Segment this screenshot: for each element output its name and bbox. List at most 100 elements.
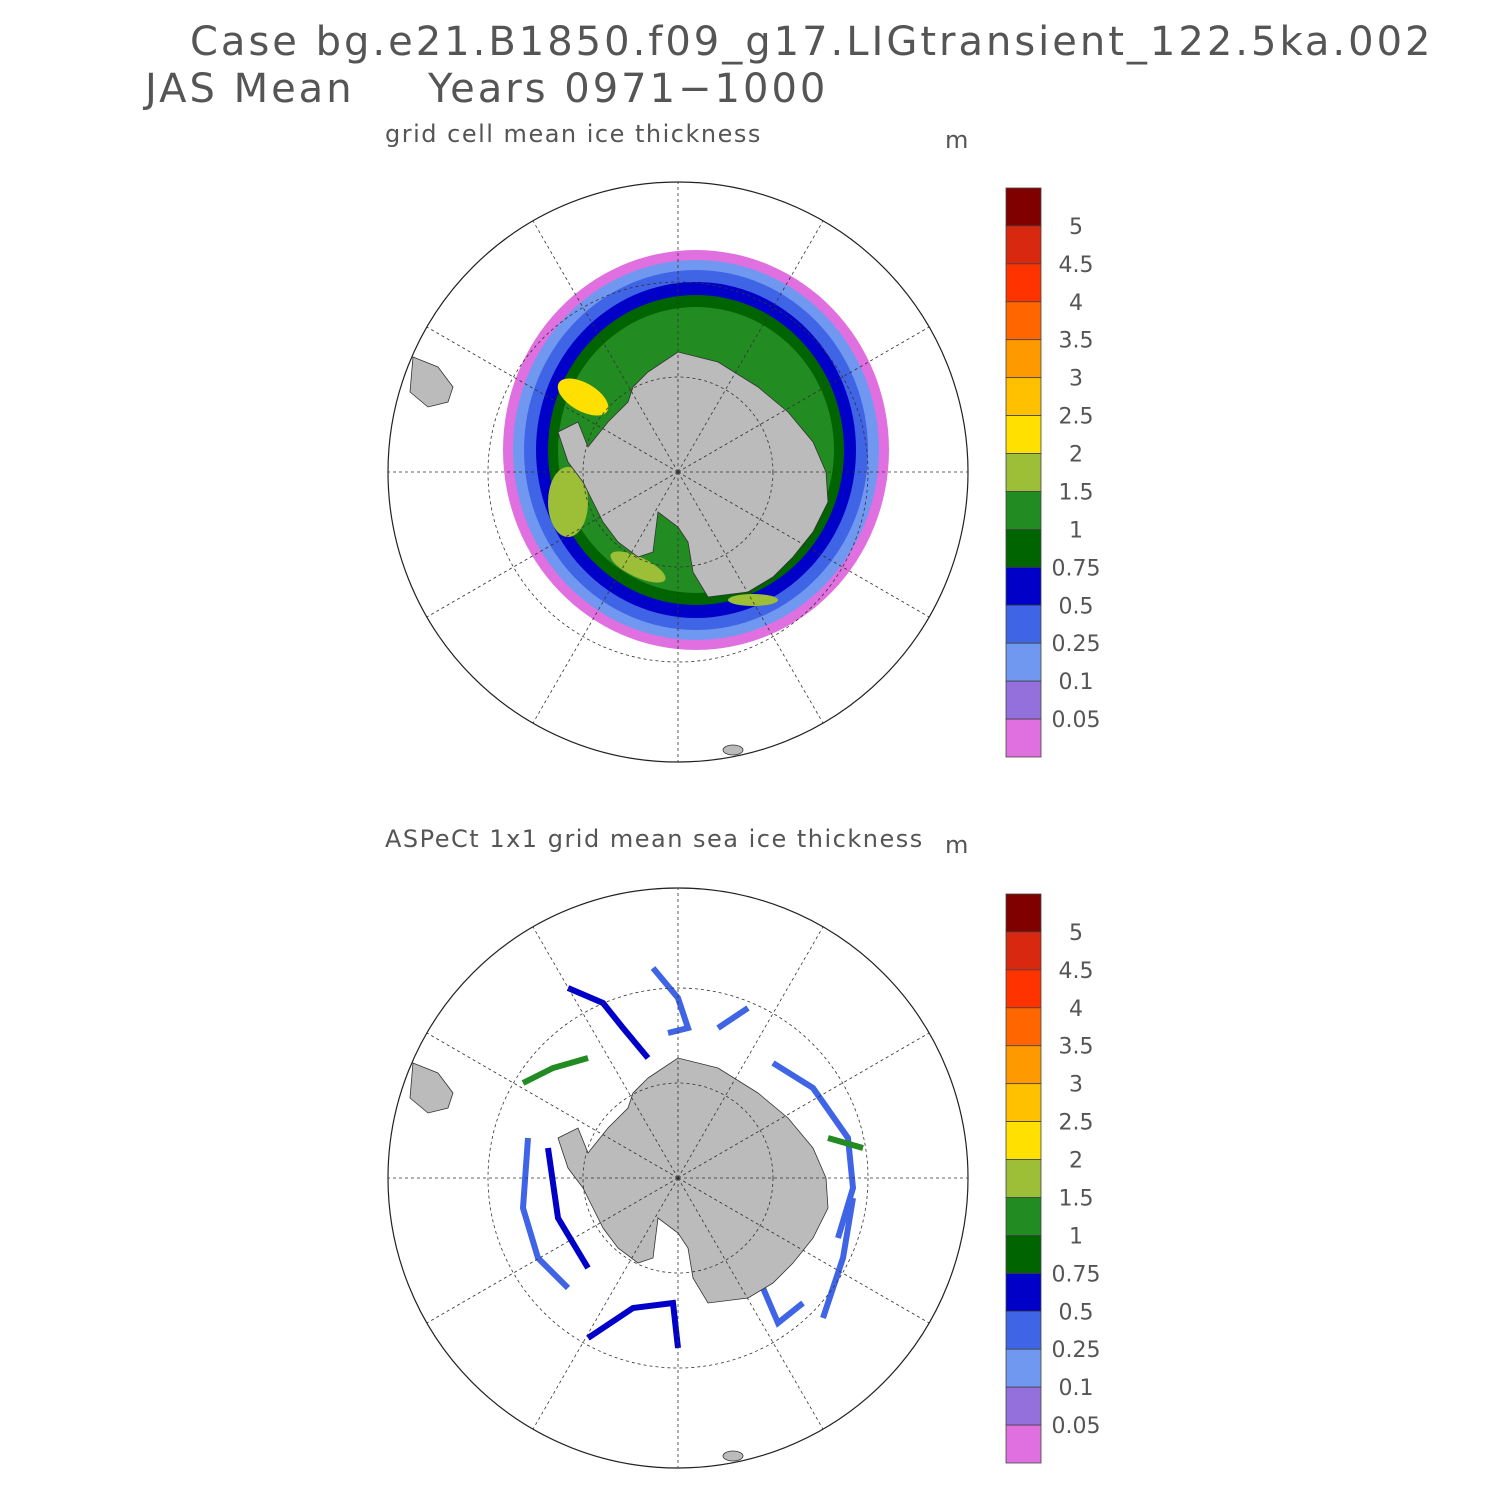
colorbar-box bbox=[1005, 377, 1042, 416]
meridian-line bbox=[426, 1177, 679, 1324]
colorbar-box bbox=[1005, 491, 1042, 530]
colorbar-label: 0.5 bbox=[1059, 594, 1094, 619]
colorbar-label: 1.5 bbox=[1059, 480, 1094, 505]
season-title: JAS Mean bbox=[142, 66, 355, 112]
meridian-line bbox=[677, 326, 930, 473]
colorbar-label: 4.5 bbox=[1059, 253, 1094, 278]
sea-ice-patch bbox=[610, 551, 666, 583]
meridian-line bbox=[426, 1032, 679, 1179]
colorbar-box bbox=[1005, 969, 1042, 1009]
ship-track bbox=[650, 966, 692, 1036]
sea-ice-patch bbox=[728, 594, 778, 606]
ship-track bbox=[827, 1135, 864, 1151]
colorbar-box bbox=[1005, 718, 1042, 758]
colorbar-label: 5 bbox=[1069, 921, 1083, 946]
ship-track bbox=[820, 1197, 856, 1319]
colorbar-box bbox=[1005, 1386, 1042, 1426]
south-america bbox=[409, 356, 454, 408]
colorbar-label: 0.5 bbox=[1059, 1300, 1094, 1325]
ship-track bbox=[566, 985, 651, 1060]
colorbar-label: 1 bbox=[1069, 518, 1083, 543]
ship-track bbox=[519, 1137, 571, 1291]
meridian-line bbox=[532, 926, 679, 1179]
sea-ice-patch bbox=[557, 378, 609, 416]
colorbar-label: 0.25 bbox=[1052, 632, 1101, 657]
colorbar-label: 0.1 bbox=[1059, 670, 1094, 695]
island bbox=[722, 1450, 744, 1462]
colorbar-box bbox=[1005, 301, 1042, 341]
meridian-line bbox=[532, 471, 679, 724]
meridian-line bbox=[532, 1177, 679, 1430]
ship-track bbox=[545, 1147, 591, 1270]
meridian-line bbox=[426, 326, 679, 473]
colorbar-box bbox=[1005, 680, 1042, 720]
meridian-line bbox=[677, 1177, 930, 1324]
colorbar-label: 0.05 bbox=[1052, 708, 1101, 733]
colorbar-box bbox=[1005, 1348, 1042, 1388]
colorbar-label: 0.1 bbox=[1059, 1376, 1094, 1401]
colorbar-box bbox=[1005, 529, 1042, 568]
meridian-line bbox=[677, 1032, 930, 1179]
colorbar-box bbox=[1005, 1310, 1042, 1350]
ship-track bbox=[521, 1055, 589, 1086]
colorbar-label: 3 bbox=[1069, 367, 1083, 392]
colorbar-box bbox=[1005, 1083, 1042, 1122]
colorbar-label: 4 bbox=[1069, 997, 1083, 1022]
sea-ice-patch bbox=[548, 467, 588, 537]
meridian-line bbox=[677, 1177, 824, 1430]
colorbar-label: 3.5 bbox=[1059, 1035, 1094, 1060]
colorbar-label: 4 bbox=[1069, 291, 1083, 316]
colorbar-box bbox=[1005, 893, 1042, 933]
units: m bbox=[945, 831, 970, 859]
colorbar-box bbox=[1005, 1197, 1042, 1236]
colorbar-box bbox=[1005, 1121, 1042, 1160]
latitude-line bbox=[582, 376, 774, 568]
colorbar-box bbox=[1005, 566, 1042, 606]
ship-track bbox=[760, 1286, 805, 1328]
ship-track bbox=[716, 1005, 750, 1031]
colorbar-box bbox=[1005, 604, 1042, 644]
colorbar-box bbox=[1005, 263, 1042, 303]
colorbar-label: 2.5 bbox=[1059, 1111, 1094, 1136]
latitude-line bbox=[487, 987, 869, 1369]
colorbar-label: 3 bbox=[1069, 1073, 1083, 1098]
colorbar-label: 1 bbox=[1069, 1224, 1083, 1249]
map bbox=[387, 181, 969, 763]
colorbar-label: 2 bbox=[1069, 443, 1083, 468]
colorbar-box bbox=[1005, 1424, 1042, 1464]
colorbar-box bbox=[1005, 1272, 1042, 1312]
colorbar-box bbox=[1005, 1159, 1042, 1198]
ship-track bbox=[586, 1299, 681, 1349]
meridian-line bbox=[677, 926, 824, 1179]
panel-title: ASPeCt 1x1 grid mean sea ice thickness bbox=[385, 825, 924, 853]
case-title: Case bg.e21.B1850.f09_g17.LIGtransient_1… bbox=[190, 19, 1433, 65]
colorbar-label: 0.25 bbox=[1052, 1338, 1101, 1363]
meridian-line bbox=[426, 471, 679, 618]
colorbar-label: 4.5 bbox=[1059, 959, 1094, 984]
colorbar-box bbox=[1005, 339, 1042, 379]
colorbar-label: 2 bbox=[1069, 1149, 1083, 1174]
colorbar-box bbox=[1005, 931, 1042, 971]
colorbar-label: 1.5 bbox=[1059, 1186, 1094, 1211]
colorbar-label: 5 bbox=[1069, 215, 1083, 240]
colorbar-label: 0.75 bbox=[1052, 556, 1101, 581]
map bbox=[387, 887, 969, 1469]
colorbar-box bbox=[1005, 1045, 1042, 1085]
ship-track bbox=[771, 1060, 857, 1239]
meridian-line bbox=[532, 220, 679, 473]
meridian-line bbox=[677, 220, 824, 473]
colorbar-box bbox=[1005, 453, 1042, 492]
island bbox=[722, 744, 744, 756]
colorbar-box bbox=[1005, 225, 1042, 265]
colorbar-box bbox=[1005, 187, 1042, 227]
units: m bbox=[945, 126, 970, 154]
colorbar-label: 0.75 bbox=[1052, 1262, 1101, 1287]
colorbar-label: 2.5 bbox=[1059, 405, 1094, 430]
meridian-line bbox=[677, 471, 930, 618]
colorbar-box bbox=[1005, 642, 1042, 682]
colorbar-box bbox=[1005, 415, 1042, 454]
latitude-line bbox=[582, 1082, 774, 1274]
colorbar-box bbox=[1005, 1007, 1042, 1047]
colorbar-label: 3.5 bbox=[1059, 329, 1094, 354]
